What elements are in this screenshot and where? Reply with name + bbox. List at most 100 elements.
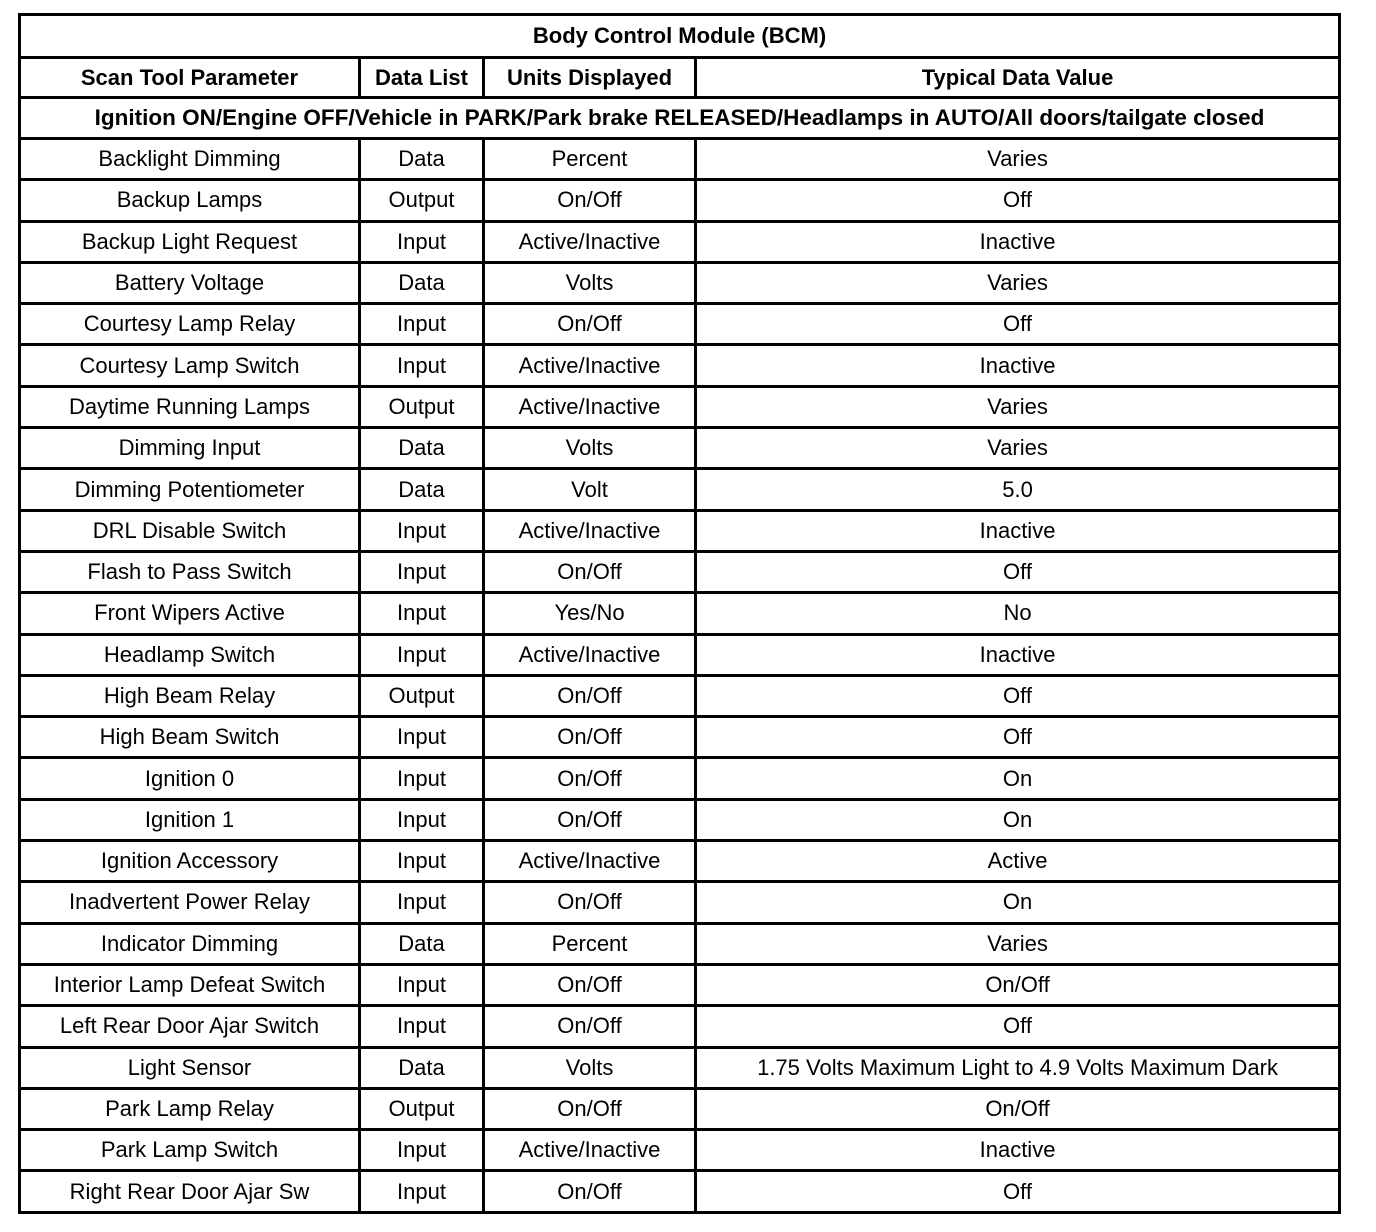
parameter-cell: Indicator Dimming: [18, 921, 361, 966]
units-cell: Active/Inactive: [482, 632, 697, 677]
table-row: Courtesy Lamp Relay Input On/Off Off: [18, 302, 1342, 347]
data-list-cell: Input: [358, 797, 485, 843]
data-list-cell: Input: [358, 302, 485, 347]
table-row: Park Lamp Switch Input Active/Inactive Inac…: [18, 1128, 1342, 1173]
table-row: Park Lamp Relay Output On/Off On/Off: [18, 1086, 1342, 1132]
table-row: Inadvertent Power Relay Input On/Off On: [18, 880, 1342, 925]
parameter-cell: Dimming Potentiometer: [18, 467, 361, 512]
units-cell: On/Off: [482, 549, 697, 595]
typical-value-cell: Varies: [693, 260, 1342, 306]
parameter-cell: Battery Voltage: [18, 260, 361, 306]
table-row: Daytime Running Lamps Output Active/Inacti…: [18, 384, 1342, 430]
typical-value-cell: Inactive: [693, 219, 1342, 264]
data-list-cell: Input: [358, 1004, 485, 1049]
units-cell: On/Off: [482, 1004, 697, 1049]
bcm-data-table: Body Control Module (BCM) Scan Tool Para…: [17, 13, 1342, 1214]
data-list-cell: Input: [358, 1128, 485, 1173]
data-list-cell: Data: [358, 1045, 485, 1090]
table-row: Interior Lamp Defeat Switch Input On/Off On…: [18, 962, 1342, 1008]
units-cell: Volts: [482, 1045, 697, 1090]
units-cell: Active/Inactive: [482, 219, 697, 264]
units-cell: On/Off: [482, 715, 697, 760]
typical-value-cell: Off: [693, 673, 1342, 719]
parameter-cell: Courtesy Lamp Switch: [18, 343, 361, 388]
units-cell: Volts: [482, 260, 697, 306]
parameter-cell: High Beam Relay: [18, 673, 361, 719]
units-cell: Active/Inactive: [482, 1128, 697, 1173]
units-cell: On/Off: [482, 962, 697, 1008]
table-title: Body Control Module (BCM): [17, 13, 1342, 59]
data-list-cell: Input: [358, 508, 485, 553]
table-row: Backup Lamps Output On/Off Off: [18, 178, 1342, 223]
table-row: DRL Disable Switch Input Active/Inactive In…: [18, 508, 1342, 553]
parameter-cell: Backup Lamps: [18, 178, 361, 223]
units-cell: On/Off: [482, 178, 697, 223]
table-row: Left Rear Door Ajar Switch Input On/Off Off: [18, 1004, 1342, 1049]
parameter-cell: Flash to Pass Switch: [18, 549, 361, 595]
typical-value-cell: Inactive: [693, 508, 1342, 553]
units-cell: On/Off: [482, 797, 697, 843]
typical-value-cell: Varies: [693, 384, 1342, 430]
parameter-cell: Interior Lamp Defeat Switch: [18, 962, 361, 1008]
parameter-cell: Backup Light Request: [18, 219, 361, 264]
typical-value-cell: Off: [693, 1169, 1342, 1214]
parameter-cell: Left Rear Door Ajar Switch: [18, 1004, 361, 1049]
table-row: Right Rear Door Ajar Sw Input On/Off Off: [18, 1169, 1342, 1214]
units-cell: Active/Inactive: [482, 384, 697, 430]
data-list-cell: Data: [358, 136, 485, 182]
typical-value-cell: Inactive: [693, 1128, 1342, 1173]
data-list-cell: Input: [358, 1169, 485, 1214]
table-row: Flash to Pass Switch Input On/Off Off: [18, 549, 1342, 595]
data-list-cell: Input: [358, 549, 485, 595]
table-row: Battery Voltage Data Volts Varies: [18, 260, 1342, 306]
typical-value-cell: 1.75 Volts Maximum Light to 4.9 Volts Ma…: [693, 1045, 1342, 1090]
data-list-cell: Data: [358, 426, 485, 471]
parameter-cell: Front Wipers Active: [18, 591, 361, 636]
table-row: Dimming Input Data Volts Varies: [18, 426, 1342, 471]
typical-value-cell: Off: [693, 302, 1342, 347]
parameter-cell: Ignition 1: [18, 797, 361, 843]
data-list-cell: Output: [358, 384, 485, 430]
data-list-cell: Input: [358, 715, 485, 760]
table-row: Backlight Dimming Data Percent Varies: [18, 136, 1342, 182]
parameter-cell: Headlamp Switch: [18, 632, 361, 677]
table-row: Light Sensor Data Volts 1.75 Volts Maximum …: [18, 1045, 1342, 1090]
parameter-cell: Daytime Running Lamps: [18, 384, 361, 430]
units-cell: On/Off: [482, 302, 697, 347]
data-list-cell: Output: [358, 673, 485, 719]
data-list-cell: Output: [358, 1086, 485, 1132]
typical-value-cell: On/Off: [693, 962, 1342, 1008]
parameter-cell: Ignition 0: [18, 756, 361, 801]
typical-value-cell: Inactive: [693, 632, 1342, 677]
typical-value-cell: No: [693, 591, 1342, 636]
typical-value-cell: 5.0: [693, 467, 1342, 512]
units-cell: Yes/No: [482, 591, 697, 636]
typical-value-cell: On: [693, 797, 1342, 843]
units-cell: On/Off: [482, 880, 697, 925]
parameter-cell: Park Lamp Switch: [18, 1128, 361, 1173]
data-list-cell: Input: [358, 756, 485, 801]
typical-value-cell: Off: [693, 549, 1342, 595]
data-list-cell: Input: [358, 343, 485, 388]
table-row: Dimming Potentiometer Data Volt 5.0: [18, 467, 1342, 512]
parameter-cell: Ignition Accessory: [18, 839, 361, 884]
typical-value-cell: On/Off: [693, 1086, 1342, 1132]
units-cell: Volts: [482, 426, 697, 471]
units-cell: Active/Inactive: [482, 343, 697, 388]
units-cell: On/Off: [482, 756, 697, 801]
column-header-data-list: Data List: [358, 56, 485, 99]
units-cell: Active/Inactive: [482, 839, 697, 884]
typical-value-cell: Inactive: [693, 343, 1342, 388]
typical-value-cell: Varies: [693, 921, 1342, 966]
typical-value-cell: Off: [693, 1004, 1342, 1049]
data-list-cell: Output: [358, 178, 485, 223]
typical-value-cell: Varies: [693, 136, 1342, 182]
parameter-cell: Dimming Input: [18, 426, 361, 471]
data-list-cell: Input: [358, 591, 485, 636]
data-list-cell: Input: [358, 219, 485, 264]
units-cell: On/Off: [482, 1086, 697, 1132]
table-row: Headlamp Switch Input Active/Inactive Inact…: [18, 632, 1342, 677]
parameter-cell: Right Rear Door Ajar Sw: [18, 1169, 361, 1214]
units-cell: On/Off: [482, 673, 697, 719]
units-cell: On/Off: [482, 1169, 697, 1214]
